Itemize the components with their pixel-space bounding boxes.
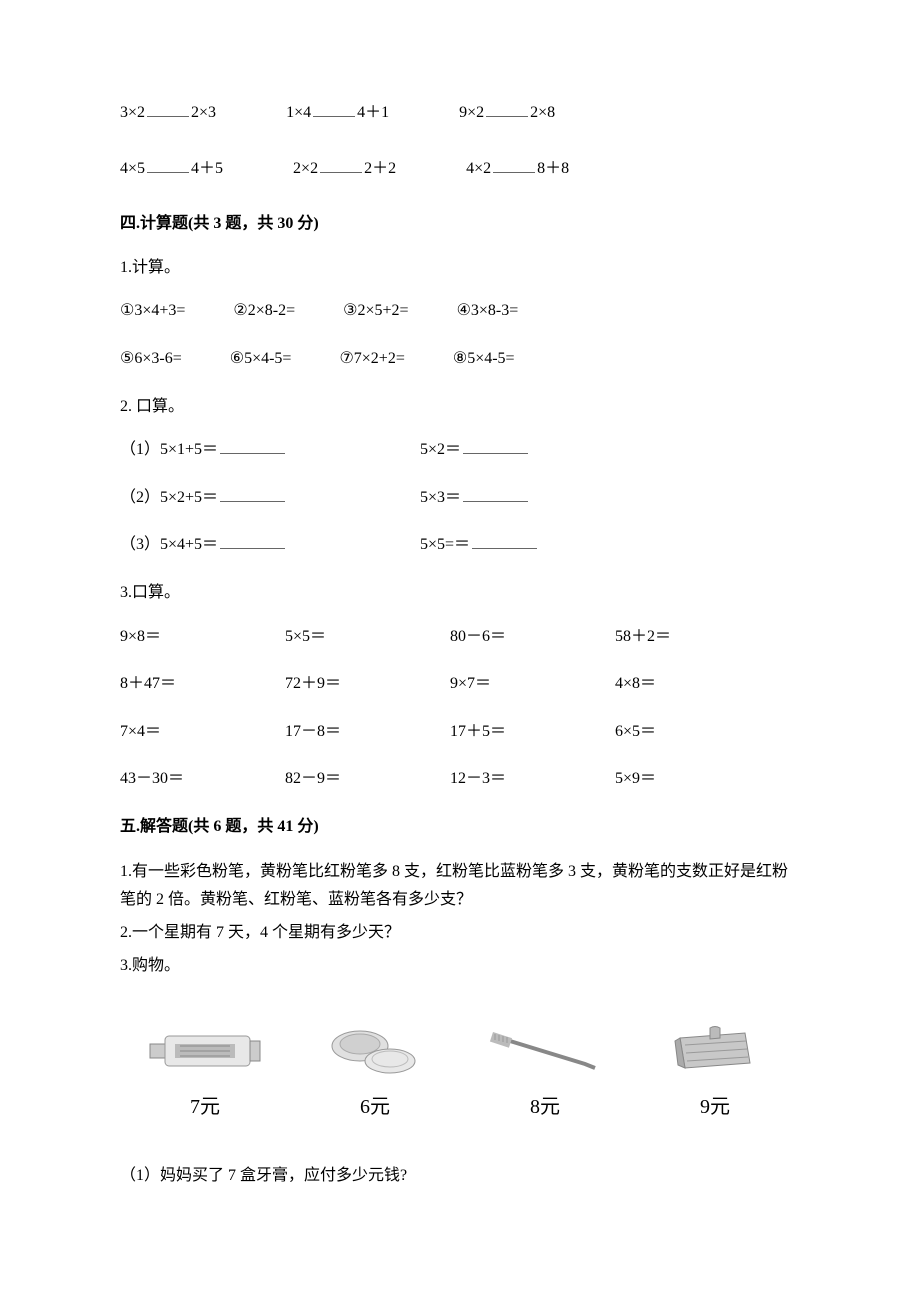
calc-item: ⑥5×4-5= xyxy=(230,346,292,372)
s4-p1-title: 1.计算。 xyxy=(120,255,800,281)
calc-row: ①3×4+3= ②2×8-2= ③2×5+2= ④3×8-3= xyxy=(120,298,800,324)
compare-item: 2×22＋2 xyxy=(293,156,396,182)
blank xyxy=(220,438,285,454)
calc-item: ①3×4+3= xyxy=(120,298,185,324)
mental-right: 5×3＝ xyxy=(420,485,800,511)
mental-row: （3）5×4+5＝ 5×5=＝ xyxy=(120,532,800,558)
oral-row: 7×4＝ 17－8＝ 17＋5＝ 6×5＝ xyxy=(120,719,800,745)
oral-item: 9×8＝ xyxy=(120,624,285,650)
mental-left: （1）5×1+5＝ xyxy=(120,437,420,463)
shop-item-toothpaste: 7元 xyxy=(145,1021,265,1123)
oral-item: 58＋2＝ xyxy=(615,624,780,650)
oral-item: 7×4＝ xyxy=(120,719,285,745)
s5-p1: 1.有一些彩色粉笔，黄粉笔比红粉笔多 8 支，红粉笔比蓝粉笔多 3 支，黄粉笔的… xyxy=(120,858,800,916)
oral-item: 4×8＝ xyxy=(615,671,780,697)
oral-item: 17－8＝ xyxy=(285,719,450,745)
blank xyxy=(493,157,535,173)
mental-right: 5×2＝ xyxy=(420,437,800,463)
blank xyxy=(313,101,355,117)
compare-item: 1×44＋1 xyxy=(286,100,389,126)
price-label: 6元 xyxy=(360,1091,390,1123)
blank xyxy=(147,157,189,173)
oral-row: 9×8＝ 5×5＝ 80－6＝ 58＋2＝ xyxy=(120,624,800,650)
calc-item: ⑧5×4-5= xyxy=(453,346,515,372)
price-label: 9元 xyxy=(700,1091,730,1123)
compare-item: 4×28＋8 xyxy=(466,156,569,182)
oral-item: 5×5＝ xyxy=(285,624,450,650)
compare-row-1: 3×22×3 1×44＋1 9×22×8 xyxy=(120,100,800,126)
compare-row-2: 4×54＋5 2×22＋2 4×28＋8 xyxy=(120,156,800,182)
shop-item-soap: 6元 xyxy=(315,1021,435,1123)
oral-item: 82－9＝ xyxy=(285,766,450,792)
toothbrush-icon xyxy=(485,1021,605,1081)
section5-title: 五.解答题(共 6 题，共 41 分) xyxy=(120,814,800,840)
oral-item: 12－3＝ xyxy=(450,766,615,792)
compare-item: 9×22×8 xyxy=(459,100,555,126)
oral-item: 6×5＝ xyxy=(615,719,780,745)
price-label: 8元 xyxy=(530,1091,560,1123)
calc-item: ④3×8-3= xyxy=(457,298,519,324)
mental-left: （2）5×2+5＝ xyxy=(120,485,420,511)
blank xyxy=(147,101,189,117)
oral-row: 8＋47＝ 72＋9＝ 9×7＝ 4×8＝ xyxy=(120,671,800,697)
price-label: 7元 xyxy=(190,1091,220,1123)
blank xyxy=(220,486,285,502)
oral-item: 9×7＝ xyxy=(450,671,615,697)
mental-right: 5×5=＝ xyxy=(420,532,800,558)
soap-icon xyxy=(315,1021,435,1081)
mental-row: （1）5×1+5＝ 5×2＝ xyxy=(120,437,800,463)
calc-item: ②2×8-2= xyxy=(233,298,295,324)
compare-item: 4×54＋5 xyxy=(120,156,223,182)
calc-item: ③2×5+2= xyxy=(343,298,408,324)
shop-item-toothbrush: 8元 xyxy=(485,1021,605,1123)
oral-item: 72＋9＝ xyxy=(285,671,450,697)
s5-p3-q1: （1）妈妈买了 7 盒牙膏，应付多少元钱? xyxy=(120,1163,800,1189)
oral-item: 5×9＝ xyxy=(615,766,780,792)
blank xyxy=(320,157,362,173)
shop-item-towel: 9元 xyxy=(655,1021,775,1123)
blank xyxy=(220,533,285,549)
calc-item: ⑦7×2+2= xyxy=(339,346,404,372)
blank xyxy=(463,438,528,454)
blank xyxy=(463,486,528,502)
toothpaste-icon xyxy=(145,1021,265,1081)
oral-item: 8＋47＝ xyxy=(120,671,285,697)
mental-left: （3）5×4+5＝ xyxy=(120,532,420,558)
compare-item: 3×22×3 xyxy=(120,100,216,126)
section4-title: 四.计算题(共 3 题，共 30 分) xyxy=(120,211,800,237)
mental-row: （2）5×2+5＝ 5×3＝ xyxy=(120,485,800,511)
compare-section: 3×22×3 1×44＋1 9×22×8 4×54＋5 2×22＋2 4×28＋… xyxy=(120,100,800,181)
blank xyxy=(486,101,528,117)
oral-row: 43－30＝ 82－9＝ 12－3＝ 5×9＝ xyxy=(120,766,800,792)
s4-p3-title: 3.口算。 xyxy=(120,580,800,606)
s5-p3: 3.购物。 xyxy=(120,952,800,981)
blank xyxy=(472,533,537,549)
oral-item: 80－6＝ xyxy=(450,624,615,650)
calc-row: ⑤6×3-6= ⑥5×4-5= ⑦7×2+2= ⑧5×4-5= xyxy=(120,346,800,372)
calc-item: ⑤6×3-6= xyxy=(120,346,182,372)
oral-item: 17＋5＝ xyxy=(450,719,615,745)
shop-items: 7元 6元 8元 xyxy=(120,1021,800,1123)
s5-p2: 2.一个星期有 7 天，4 个星期有多少天？ xyxy=(120,919,800,948)
oral-item: 43－30＝ xyxy=(120,766,285,792)
s4-p2-title: 2. 口算。 xyxy=(120,394,800,420)
towel-icon xyxy=(655,1021,775,1081)
